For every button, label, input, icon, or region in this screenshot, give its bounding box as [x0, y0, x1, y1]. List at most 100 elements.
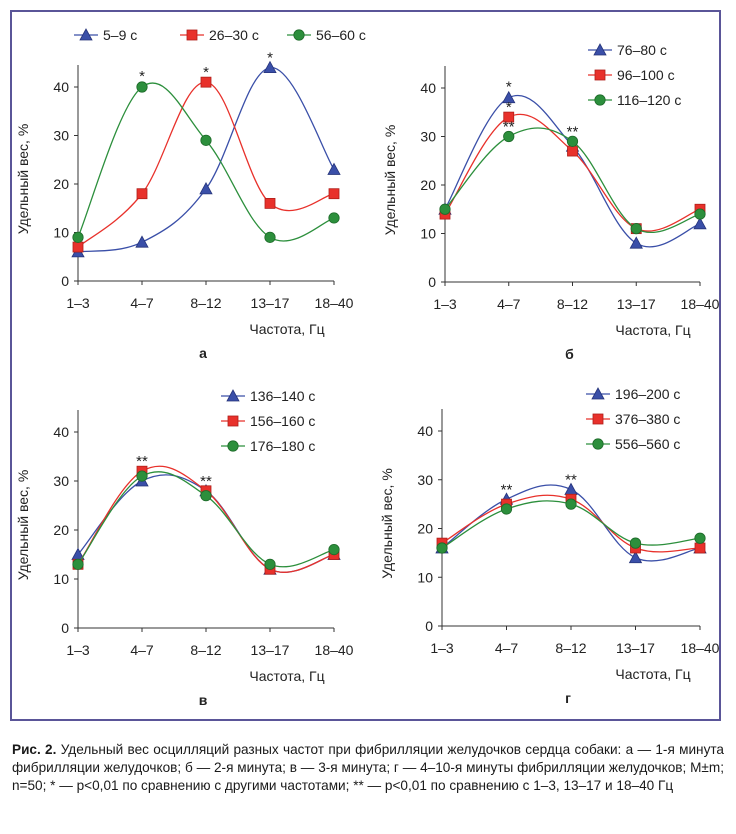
triangle-marker [226, 389, 240, 402]
circle-marker [72, 558, 84, 570]
series-line [444, 94, 701, 248]
square-marker [328, 188, 340, 200]
significance-annotation: ** [501, 481, 513, 498]
x-tick-label: 18–40 [681, 640, 720, 656]
series-line [77, 81, 335, 248]
circle-marker [565, 498, 577, 510]
circle-marker [328, 543, 340, 556]
square-marker [136, 188, 148, 200]
circle-marker [630, 223, 642, 235]
caption-text: Удельный вес осцилляций разных частот пр… [12, 742, 724, 794]
significance-annotation: ** [136, 453, 148, 470]
y-tick-label: 0 [61, 620, 69, 636]
x-tick-label: 1–3 [433, 296, 457, 312]
y-tick-label: 40 [420, 80, 436, 96]
x-tick-label: 4–7 [130, 642, 154, 658]
y-tick-label: 10 [417, 569, 433, 585]
y-axis-label: Удельный вес, % [15, 124, 31, 235]
circle-marker [200, 490, 212, 502]
y-tick-label: 40 [53, 424, 69, 440]
triangle-marker [629, 236, 643, 249]
triangle-marker [199, 182, 213, 195]
y-tick-label: 0 [425, 618, 433, 634]
y-tick-label: 0 [61, 273, 69, 289]
y-tick-label: 40 [417, 423, 433, 439]
legend-label: 56–60 с [316, 27, 366, 43]
triangle-marker [502, 90, 516, 104]
chart-panel-2: 0 10 20 30 40 1–3 4–7 8–12 13–17 18–40 Частота, Гц… [382, 42, 720, 362]
x-tick-label: 1–3 [430, 640, 454, 656]
legend-label: 556–560 с [615, 436, 680, 452]
significance-annotation: * [506, 99, 512, 116]
y-tick-label: 30 [417, 472, 433, 488]
circle-marker [136, 470, 148, 482]
figure-caption: Рис. 2. Удельный вес осцилляций разных ч… [12, 741, 724, 796]
square-marker [594, 69, 606, 81]
y-tick-label: 10 [53, 571, 69, 587]
x-tick-label: 4–7 [495, 640, 519, 656]
panel-label: а [199, 345, 207, 361]
circle-marker [439, 203, 451, 215]
circle-marker [136, 81, 148, 93]
legend-label: 96–100 с [617, 67, 675, 83]
legend-label: 176–180 с [250, 438, 315, 454]
triangle-marker [693, 216, 707, 230]
y-tick-label: 10 [420, 226, 436, 242]
x-axis-label: Частота, Гц [249, 321, 324, 337]
legend-label: 136–140 с [250, 388, 315, 404]
x-tick-label: 4–7 [497, 296, 521, 312]
x-tick-label: 18–40 [681, 296, 720, 312]
y-tick-label: 10 [53, 225, 69, 241]
x-tick-label: 18–40 [315, 642, 354, 658]
x-tick-label: 13–17 [251, 642, 290, 658]
y-tick-label: 30 [53, 128, 69, 144]
square-marker [503, 111, 515, 123]
triangle-marker [263, 60, 277, 73]
triangle-marker [79, 28, 93, 41]
x-tick-label: 8–12 [557, 296, 588, 312]
circle-marker [72, 231, 84, 243]
y-axis-label: Удельный вес, % [382, 125, 398, 236]
series-line [77, 66, 335, 253]
circle-marker [500, 503, 513, 515]
circle-marker [629, 537, 642, 549]
x-tick-label: 8–12 [555, 640, 586, 656]
caption-label: Рис. 2. [12, 742, 57, 757]
significance-annotation: ** [503, 119, 515, 136]
circle-marker [592, 438, 604, 450]
y-tick-label: 20 [420, 177, 436, 193]
x-tick-label: 13–17 [617, 296, 656, 312]
circle-marker [694, 208, 706, 220]
y-tick-label: 20 [417, 521, 433, 537]
figure-frame [10, 10, 721, 721]
circle-marker [694, 532, 706, 544]
panel-label: в [199, 692, 208, 708]
y-axis-label: Удельный вес, % [15, 470, 31, 581]
chart-panel-1: 0 10 20 30 40 1–3 4–7 8–12 13–17 18–40 Частота, Гц… [15, 27, 366, 361]
x-tick-label: 8–12 [190, 642, 221, 658]
circle-marker [328, 212, 340, 224]
y-tick-label: 30 [420, 129, 436, 145]
square-marker [264, 197, 276, 209]
legend-label: 5–9 с [103, 27, 137, 43]
x-tick-label: 18–40 [315, 295, 354, 311]
circle-marker [227, 440, 239, 452]
circle-marker [264, 231, 276, 243]
y-tick-label: 20 [53, 522, 69, 538]
y-tick-label: 20 [53, 176, 69, 192]
y-tick-label: 30 [53, 473, 69, 489]
panel-label: б [565, 346, 574, 362]
x-axis-label: Частота, Гц [615, 666, 690, 682]
significance-annotation: ** [200, 473, 212, 490]
significance-annotation: * [267, 50, 273, 67]
significance-annotation: * [139, 68, 145, 85]
circle-marker [503, 130, 515, 143]
legend-label: 116–120 с [617, 92, 681, 108]
triangle-marker [135, 235, 149, 248]
circle-marker [566, 135, 579, 147]
circle-marker [264, 558, 276, 570]
triangle-marker [591, 387, 605, 400]
square-marker [72, 241, 84, 253]
x-tick-label: 1–3 [66, 295, 90, 311]
